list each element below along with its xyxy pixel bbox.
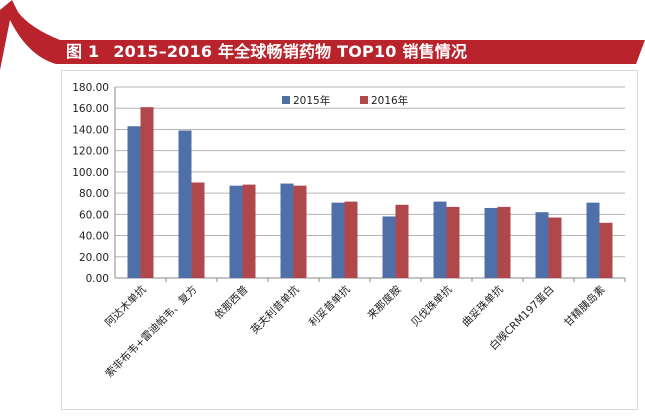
y-tick-label: 40.00 <box>79 231 109 243</box>
x-category-label: 依那西普 <box>212 283 251 322</box>
bar-2015 <box>280 183 294 278</box>
bar-2016 <box>191 182 205 278</box>
y-tick-label: 140.00 <box>72 124 109 136</box>
y-tick-label: 100.00 <box>72 167 109 179</box>
bar-2016 <box>497 206 511 278</box>
figure-number: 图 1 <box>66 42 100 61</box>
bar-2016 <box>242 184 256 278</box>
bar-2016 <box>293 185 307 278</box>
bar-2015 <box>535 212 549 278</box>
banner-curve-arrow <box>0 0 645 70</box>
y-tick-label: 0.00 <box>86 273 109 285</box>
figure-title-text: 2015–2016 年全球畅销药物 TOP10 销售情况 <box>113 42 468 61</box>
legend-swatch <box>360 96 368 104</box>
x-category-label: 甘精胰岛素 <box>561 283 607 329</box>
x-category-label: 阿达木单抗 <box>102 283 149 330</box>
bar-2015 <box>127 126 141 278</box>
y-tick-label: 20.00 <box>79 252 109 264</box>
bar-2015 <box>331 202 345 278</box>
bar-2016 <box>140 107 154 279</box>
y-tick-label: 180.00 <box>72 82 109 94</box>
bar-2015 <box>433 201 447 278</box>
x-category-label: 来那度胺 <box>365 283 404 322</box>
chart-frame: 0.00 20.00 40.00 60.00 80.00 100.00 120.00 140.… <box>61 70 638 410</box>
x-category-label: 英夫利昔单抗 <box>248 283 302 337</box>
y-tick-label: 80.00 <box>79 188 109 200</box>
x-category-label: 贝伐珠单抗 <box>408 283 455 330</box>
y-tick-label: 120.00 <box>72 146 109 158</box>
legend-label: 2015年 <box>293 94 330 107</box>
bar-2016 <box>599 222 613 278</box>
y-tick-label: 60.00 <box>79 209 109 221</box>
x-category-label: 索非布韦+雷迪帕韦、复方 <box>103 283 200 380</box>
bar-2015 <box>484 207 498 278</box>
legend-swatch <box>282 96 290 104</box>
bar-2016 <box>446 206 460 278</box>
figure-title: 图 1 2015–2016 年全球畅销药物 TOP10 销售情况 <box>66 39 467 65</box>
legend-label: 2016年 <box>371 94 408 107</box>
bar-2016 <box>344 201 358 278</box>
bar-2015 <box>229 185 243 278</box>
bar-2015 <box>382 216 396 278</box>
bar-2015 <box>178 130 192 278</box>
bar-chart: 0.00 20.00 40.00 60.00 80.00 100.00 120.00 140.… <box>72 82 626 380</box>
bar-2016 <box>548 217 562 278</box>
bar-2016 <box>395 204 409 278</box>
banner-graphic <box>0 0 645 70</box>
x-category-label: 利妥昔单抗 <box>306 283 353 330</box>
bar-2015 <box>586 202 600 278</box>
x-category-label: 曲妥珠单抗 <box>459 283 506 330</box>
y-tick-label: 160.00 <box>72 103 109 115</box>
